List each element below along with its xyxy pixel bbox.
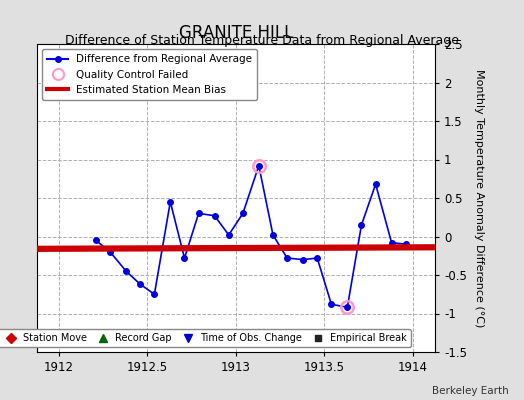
Text: Difference of Station Temperature Data from Regional Average: Difference of Station Temperature Data f… bbox=[65, 34, 459, 47]
Y-axis label: Monthly Temperature Anomaly Difference (°C): Monthly Temperature Anomaly Difference (… bbox=[474, 69, 484, 327]
Title: GRANITE HILL: GRANITE HILL bbox=[179, 24, 293, 42]
Legend: Station Move, Record Gap, Time of Obs. Change, Empirical Break: Station Move, Record Gap, Time of Obs. C… bbox=[0, 329, 411, 347]
Text: Berkeley Earth: Berkeley Earth bbox=[432, 386, 508, 396]
